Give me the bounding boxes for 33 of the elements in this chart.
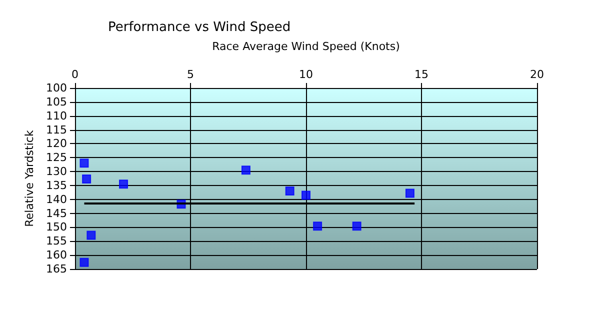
y-tick-label: 110 (46, 109, 67, 122)
y-tick-label: 160 (46, 248, 67, 262)
chart-title: Performance vs Wind Speed (108, 20, 291, 35)
x-tick-label: 15 (414, 68, 428, 81)
y-tick-label: 130 (46, 165, 67, 178)
x-tick-label: 0 (72, 68, 78, 81)
y-tick-label: 105 (46, 95, 67, 108)
point (241, 166, 250, 175)
y-tick-label: 145 (46, 206, 67, 220)
y-tick-label: 135 (46, 178, 67, 192)
y-tick-label: 140 (46, 192, 67, 206)
point (313, 222, 322, 231)
point (405, 188, 414, 198)
y-tick-label: 115 (46, 123, 67, 136)
point (80, 258, 89, 267)
x-tick-label: 5 (187, 68, 194, 81)
point (285, 186, 294, 196)
x-tick-label: 10 (299, 68, 313, 81)
point (86, 230, 96, 240)
point (80, 158, 89, 168)
y-tick-label: 150 (46, 220, 67, 234)
point (119, 180, 128, 189)
point (302, 190, 310, 200)
y-tick-label: 100 (46, 82, 67, 94)
point (352, 222, 362, 231)
x-tick-label: 20 (530, 68, 544, 81)
y-tick-label: 125 (46, 151, 67, 164)
x-axis-title: Race Average Wind Speed (Knots) (212, 40, 400, 53)
y-tick-label: 120 (46, 137, 67, 150)
y-tick-label: 165 (46, 262, 67, 276)
y-axis-title: Relative Yardstick (23, 130, 36, 227)
point (82, 174, 92, 184)
y-tick-label: 155 (46, 234, 67, 248)
